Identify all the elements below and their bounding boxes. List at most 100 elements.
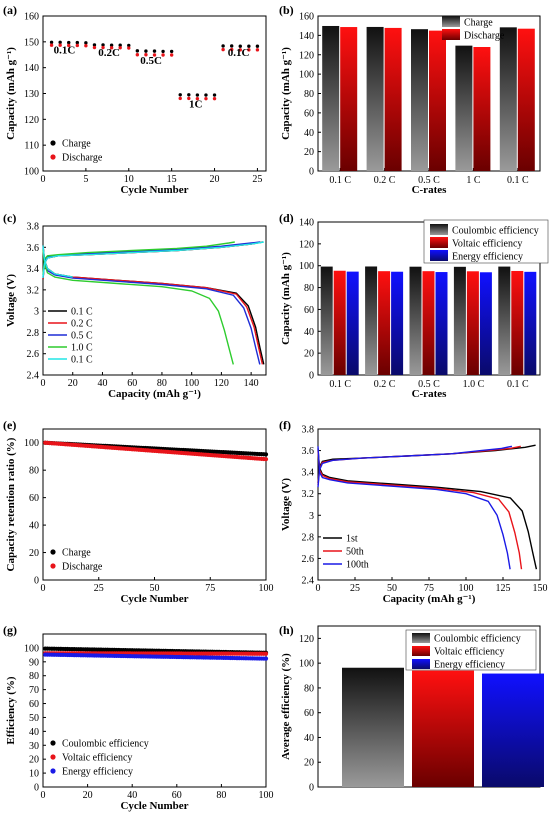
x-tick-label: 100 [184,378,199,389]
data-point [221,44,225,48]
y-tick-label: 80 [304,283,314,294]
data-point [50,740,56,746]
x-tick-label: 0.1 C [329,379,351,390]
x-tick-label: 40 [97,378,107,389]
x-tick-label: 1 C [466,175,481,186]
rate-annotation: 0.1C [228,47,250,59]
x-axis-label: C-rates [412,184,448,196]
charge-curve [317,445,513,488]
data-point [204,93,208,97]
charge-curve [42,241,235,276]
data-point [118,43,122,47]
legend-label: 0.1 C [71,355,93,366]
data-point [144,53,148,57]
y-tick-label: 3.2 [27,285,40,296]
data-point [263,457,269,462]
y-tick-label: 100 [299,70,314,81]
x-tick-label: 80 [216,790,226,801]
data-point [49,40,54,45]
x-tick-label: 50 [150,583,160,594]
y-tick-label: 20 [304,758,314,769]
y-tick-label: 30 [29,741,39,752]
bar [365,266,378,375]
x-tick-label: 120 [214,378,229,389]
y-tick-label: 140 [24,63,39,74]
y-tick-label: 50 [29,713,39,724]
y-tick-label: 60 [304,108,314,119]
rate-annotation: 0.1C [54,44,76,56]
x-tick-label: 20 [68,378,78,389]
y-axis-label: Capacity retention ratio (%) [5,437,17,571]
x-tick-label: 0.2 C [374,175,396,186]
bar [333,270,346,375]
x-tick-label: 1.0 C [463,379,485,390]
data-point [212,93,217,97]
y-tick-label: 110 [24,141,39,152]
data-point [195,93,200,97]
y-tick-label: 0 [309,371,314,382]
y-tick-label: 0 [309,783,314,794]
data-point [84,41,88,45]
y-tick-label: 3 [309,511,314,522]
y-tick-label: 10 [29,769,39,780]
x-tick-label: 0 [316,583,321,594]
y-tick-label: 2.8 [302,532,315,543]
charge-curve [42,241,264,280]
x-tick-label: 75 [205,583,215,594]
x-tick-label: 15 [167,174,177,185]
data-point [187,96,191,101]
y-tick-label: 3.4 [302,468,315,479]
chart-panel-h: (h) Average efficiency (%) 0 20 40 60 80 100 120… [279,623,544,794]
bar [384,27,402,172]
bar [429,30,446,171]
y-tick-label: 140 [299,31,314,42]
data-point [204,96,208,101]
bar [320,266,333,375]
legend-label: Voltaic efficiency [434,647,504,658]
legend-swatch [430,224,448,235]
x-tick-label: 100 [459,583,474,594]
y-axis-label: Capacity (mAh g⁻¹) [280,252,292,345]
x-tick-label: 20 [83,790,93,801]
x-axis-label: Cycle Number [120,800,188,812]
panel-label: (a) [3,3,17,17]
panel-label: (c) [3,211,16,225]
x-tick-label: 50 [387,583,397,594]
data-point [229,44,234,48]
y-tick-label: 100 [24,643,39,654]
legend-swatch [442,16,460,27]
y-axis-label: Voltage (V) [280,478,292,531]
charge-curve [317,445,521,486]
data-point [109,46,114,50]
legend-label: Charge [62,548,91,559]
y-tick-label: 160 [299,12,314,23]
bar [517,28,535,171]
y-tick-label: 3.8 [302,425,315,436]
panel-label: (f) [279,418,291,432]
y-tick-label: 40 [29,727,39,738]
panel-label: (d) [279,211,294,225]
charge-curve [317,444,536,483]
data-point [135,53,140,57]
x-axis-label: Capacity (mAh g⁻¹) [383,593,476,605]
y-tick-label: 120 [299,634,314,645]
x-tick-label: 0 [41,790,46,801]
bar [391,271,404,375]
x-tick-label: 150 [533,583,548,594]
x-tick-label: 20 [210,174,220,185]
legend-swatch [442,29,460,40]
bar [435,272,448,375]
data-point [247,44,251,48]
chart-panel-f: (f) Capacity (mAh g⁻¹) Voltage (V) 2.4 2.6 2.… [279,418,548,605]
discharge-curve [317,450,523,570]
bar [412,670,474,787]
x-tick-label: 60 [172,790,182,801]
data-point [135,49,140,53]
x-tick-label: 25 [350,583,360,594]
data-point [263,452,269,457]
y-tick-label: 80 [304,683,314,694]
y-tick-label: 100 [24,167,39,178]
legend-swatch [430,250,448,261]
data-point [229,47,234,52]
bar [409,266,422,375]
